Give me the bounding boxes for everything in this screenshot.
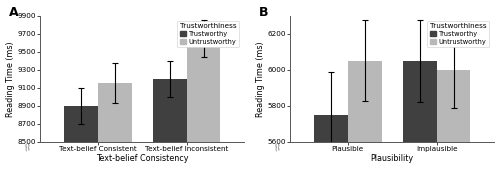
Y-axis label: Reading Time (ms): Reading Time (ms): [256, 41, 264, 117]
X-axis label: Plausibility: Plausibility: [370, 154, 414, 163]
X-axis label: Text-belief Consistency: Text-belief Consistency: [96, 154, 188, 163]
Bar: [153, 79, 186, 141]
Bar: [436, 70, 470, 141]
Text: A: A: [10, 6, 19, 19]
Bar: [98, 83, 132, 141]
Bar: [314, 115, 348, 141]
Bar: [186, 38, 220, 141]
Text: B: B: [260, 6, 269, 19]
Bar: [403, 61, 436, 141]
Text: //: //: [24, 142, 32, 152]
Text: //: //: [274, 142, 281, 152]
Legend: Trustworthy, Untrustworthy: Trustworthy, Untrustworthy: [177, 21, 239, 47]
Y-axis label: Reading Time (ms): Reading Time (ms): [6, 41, 15, 117]
Legend: Trustworthy, Untrustworthy: Trustworthy, Untrustworthy: [427, 21, 489, 47]
Bar: [348, 61, 382, 141]
Bar: [64, 106, 98, 141]
